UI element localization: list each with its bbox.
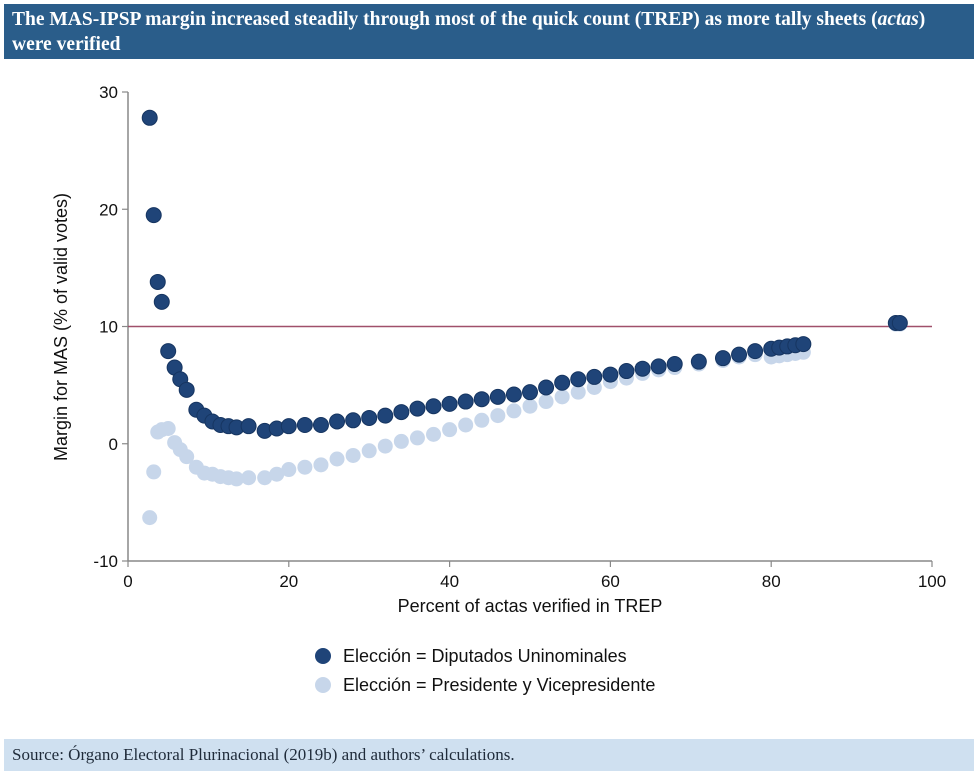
legend-label-presidente: Elección = Presidente y Vicepresidente bbox=[343, 675, 655, 695]
point-presidente bbox=[160, 421, 176, 437]
x-tick-label: 60 bbox=[601, 572, 620, 591]
source-note: Source: Órgano Electoral Plurinacional (… bbox=[4, 739, 974, 771]
point-diputados bbox=[149, 273, 166, 290]
point-presidente bbox=[361, 443, 377, 459]
x-tick-label: 80 bbox=[762, 572, 781, 591]
x-tick-label: 0 bbox=[123, 572, 132, 591]
point-diputados bbox=[425, 398, 442, 415]
point-presidente bbox=[554, 389, 570, 405]
point-presidente bbox=[345, 447, 361, 463]
point-presidente bbox=[377, 438, 393, 454]
point-presidente bbox=[490, 408, 506, 424]
point-presidente bbox=[522, 398, 538, 414]
point-diputados bbox=[361, 409, 378, 426]
point-diputados bbox=[795, 336, 812, 353]
point-diputados bbox=[554, 374, 571, 391]
point-diputados bbox=[731, 346, 748, 363]
point-presidente bbox=[393, 433, 409, 449]
point-diputados bbox=[489, 388, 506, 405]
point-diputados bbox=[240, 418, 257, 435]
point-presidente bbox=[229, 471, 245, 487]
y-tick-label: -10 bbox=[93, 552, 118, 571]
point-presidente bbox=[442, 422, 458, 438]
legend-label-diputados: Elección = Diputados Uninominales bbox=[343, 646, 627, 666]
title-text-end: ) were verified bbox=[12, 9, 926, 55]
point-presidente bbox=[313, 457, 329, 473]
point-diputados bbox=[602, 366, 619, 383]
point-diputados bbox=[345, 412, 362, 429]
point-presidente bbox=[297, 459, 313, 475]
series-diputados-points bbox=[141, 109, 908, 439]
y-tick-label: 30 bbox=[99, 83, 118, 102]
figure-title: The MAS-IPSP margin increased steadily t… bbox=[4, 4, 974, 59]
point-presidente bbox=[506, 403, 522, 419]
point-diputados bbox=[618, 363, 635, 380]
point-diputados bbox=[141, 109, 158, 126]
x-tick-label: 20 bbox=[279, 572, 298, 591]
point-presidente bbox=[257, 470, 273, 486]
point-diputados bbox=[409, 400, 426, 417]
y-tick-label: 0 bbox=[109, 435, 118, 454]
point-presidente bbox=[269, 466, 285, 482]
point-diputados bbox=[393, 404, 410, 421]
point-diputados bbox=[329, 413, 346, 430]
point-presidente bbox=[329, 451, 345, 467]
point-diputados bbox=[441, 395, 458, 412]
point-presidente bbox=[179, 449, 195, 465]
legend-marker-diputados bbox=[315, 648, 331, 664]
point-diputados bbox=[160, 343, 177, 360]
point-presidente bbox=[409, 430, 425, 446]
point-diputados bbox=[650, 358, 667, 375]
point-diputados bbox=[280, 418, 297, 435]
point-diputados bbox=[457, 393, 474, 410]
point-diputados bbox=[296, 416, 313, 433]
point-diputados bbox=[473, 391, 490, 408]
point-presidente bbox=[426, 426, 442, 442]
point-diputados bbox=[522, 384, 538, 401]
point-presidente bbox=[142, 510, 158, 526]
point-presidente bbox=[474, 412, 490, 428]
legend: Elección = Diputados Uninominales Elecci… bbox=[315, 646, 655, 695]
y-axis-title: Margin for MAS (% of valid votes) bbox=[51, 193, 71, 461]
point-diputados bbox=[178, 381, 195, 398]
title-text: The MAS-IPSP margin increased steadily t… bbox=[12, 9, 878, 30]
point-diputados bbox=[634, 360, 651, 377]
title-italic-text: actas bbox=[877, 9, 919, 30]
point-diputados bbox=[538, 379, 555, 396]
x-tick-label: 40 bbox=[440, 572, 459, 591]
point-diputados bbox=[747, 343, 764, 360]
y-tick-label: 10 bbox=[99, 318, 118, 337]
legend-marker-presidente bbox=[315, 677, 331, 693]
point-presidente bbox=[146, 464, 162, 480]
point-presidente bbox=[241, 470, 257, 486]
source-text: Source: Órgano Electoral Plurinacional (… bbox=[12, 745, 515, 764]
point-diputados bbox=[570, 371, 587, 388]
point-presidente bbox=[538, 394, 554, 410]
point-diputados bbox=[145, 207, 162, 224]
point-presidente bbox=[570, 384, 586, 400]
point-diputados bbox=[377, 407, 394, 424]
x-tick-label: 100 bbox=[918, 572, 946, 591]
x-axis-title: Percent of actas verified in TREP bbox=[398, 596, 663, 616]
point-diputados bbox=[586, 368, 603, 385]
point-diputados bbox=[666, 356, 683, 373]
point-diputados bbox=[891, 314, 908, 331]
y-tick-label: 20 bbox=[99, 200, 118, 219]
point-diputados bbox=[714, 350, 731, 367]
point-diputados bbox=[153, 293, 170, 310]
point-presidente bbox=[281, 462, 297, 478]
point-diputados bbox=[312, 416, 329, 433]
point-presidente bbox=[458, 417, 474, 433]
axes: -10 0 10 20 30 0 20 40 60 80 100 bbox=[93, 83, 946, 591]
point-diputados bbox=[690, 353, 707, 370]
point-diputados bbox=[505, 386, 522, 403]
